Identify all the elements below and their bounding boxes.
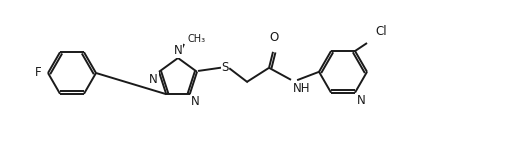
Text: N: N — [191, 95, 199, 108]
Text: N: N — [357, 94, 366, 107]
Text: N: N — [149, 73, 158, 86]
Text: N: N — [174, 44, 182, 57]
Text: NH: NH — [293, 82, 310, 95]
Text: S: S — [221, 61, 229, 74]
Text: O: O — [269, 31, 279, 44]
Text: Cl: Cl — [375, 25, 386, 38]
Text: CH₃: CH₃ — [188, 34, 206, 44]
Text: F: F — [34, 66, 41, 80]
